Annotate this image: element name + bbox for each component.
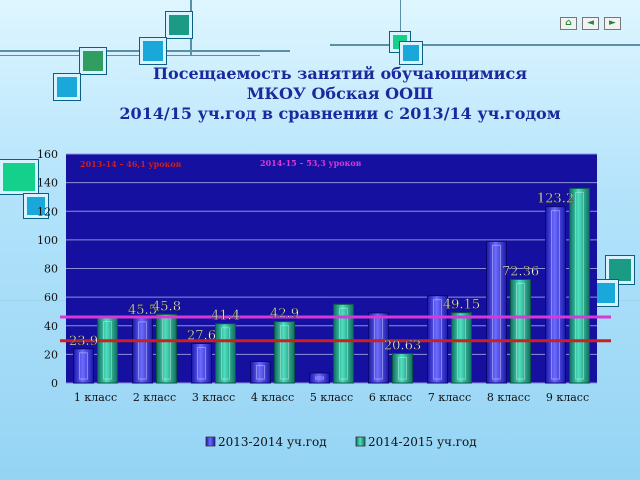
x-tick-label: 4 класс xyxy=(251,391,294,404)
data-label: 27.6 xyxy=(187,328,216,343)
data-label: 45.8 xyxy=(152,299,181,314)
bar-highlight xyxy=(256,365,265,380)
bar-2014-2015 xyxy=(451,312,472,384)
bar-2013-2014 xyxy=(191,342,212,384)
data-label: 49.15 xyxy=(443,298,480,313)
data-label: 123.2 xyxy=(537,192,574,207)
data-label: 23.9 xyxy=(69,334,98,349)
decor-square xyxy=(166,12,192,38)
decor-line xyxy=(400,0,401,45)
decor-square xyxy=(606,256,634,284)
title-line-3: 2014/15 уч.год в сравнении с 2013/14 уч.… xyxy=(119,104,561,123)
bar-highlight xyxy=(315,376,324,380)
next-button[interactable]: ► xyxy=(604,17,621,30)
y-tick-label: 60 xyxy=(44,291,58,304)
bar-2013-2014 xyxy=(486,240,507,384)
bar-2014-2015 xyxy=(274,321,295,384)
bar-highlight xyxy=(138,321,147,380)
bar-highlight xyxy=(575,191,584,380)
bar-2014-2015 xyxy=(510,278,531,384)
x-tick-label: 3 класс xyxy=(192,391,235,404)
decor-square xyxy=(400,42,422,64)
y-tick-label: 140 xyxy=(37,177,58,190)
decor-square xyxy=(0,160,38,194)
arrow-left-icon: ◄ xyxy=(587,18,594,28)
data-label: 41.4 xyxy=(211,309,240,324)
home-icon: ⌂ xyxy=(565,18,572,28)
x-tick-label: 8 класс xyxy=(487,391,530,404)
bar-highlight xyxy=(103,320,112,380)
y-tick-label: 0 xyxy=(51,377,58,390)
data-label: 72.36 xyxy=(502,264,539,279)
reference-label: 2014-15 – 53,3 уроков xyxy=(260,158,362,168)
legend-label: 2013-2014 уч.год xyxy=(218,435,327,449)
home-button[interactable]: ⌂ xyxy=(560,17,577,30)
bar-2013-2014 xyxy=(73,348,94,384)
bar-2014-2015 xyxy=(392,352,413,384)
x-tick-label: 2 класс xyxy=(133,391,176,404)
x-tick-label: 6 класс xyxy=(369,391,412,404)
bar-highlight xyxy=(339,307,348,380)
data-label: 20.63 xyxy=(384,338,421,353)
bar-2014-2015 xyxy=(156,313,177,384)
x-tick-label: 5 класс xyxy=(310,391,353,404)
bar-2014-2015 xyxy=(333,303,354,384)
y-tick-label: 20 xyxy=(44,348,58,361)
title-line-2: МКОУ Обская ООШ xyxy=(246,84,434,103)
bar-2013-2014 xyxy=(250,361,271,384)
bar-2014-2015 xyxy=(215,323,236,384)
decor-line xyxy=(0,55,260,56)
title-line-1: Посещаемость занятий обучающимися xyxy=(152,64,528,83)
y-tick-label: 100 xyxy=(37,234,58,247)
bar-highlight xyxy=(516,282,525,380)
y-tick-label: 80 xyxy=(44,263,58,276)
bar-2014-2015 xyxy=(569,187,590,384)
bar-2013-2014 xyxy=(309,372,330,384)
bar-highlight xyxy=(79,352,88,380)
bar-2013-2014 xyxy=(132,317,153,384)
data-label: 42.9 xyxy=(270,307,299,322)
decor-square xyxy=(54,74,80,100)
bar-2014-2015 xyxy=(97,316,118,384)
legend-label: 2014-2015 уч.год xyxy=(368,435,477,449)
bar-highlight xyxy=(221,327,230,380)
decor-line xyxy=(330,44,640,46)
reference-label: 2013-14 – 46,1 уроков xyxy=(80,159,182,169)
x-tick-label: 7 класс xyxy=(428,391,471,404)
x-tick-label: 9 класс xyxy=(546,391,589,404)
y-tick-label: 160 xyxy=(37,148,58,161)
bar-highlight xyxy=(492,244,501,380)
y-tick-label: 40 xyxy=(44,320,58,333)
y-tick-label: 120 xyxy=(37,205,58,218)
bar-highlight xyxy=(280,325,289,380)
decor-square xyxy=(80,48,106,74)
legend-swatch xyxy=(205,436,216,447)
bar-highlight xyxy=(551,210,560,380)
arrow-right-icon: ► xyxy=(609,18,616,28)
legend-swatch xyxy=(355,436,366,447)
bar-highlight xyxy=(398,356,407,380)
decor-square xyxy=(140,38,166,64)
x-tick-label: 1 класс xyxy=(74,391,117,404)
page-title: Посещаемость занятий обучающимися МКОУ О… xyxy=(80,64,600,124)
bar-2013-2014 xyxy=(545,206,566,384)
prev-button[interactable]: ◄ xyxy=(582,17,599,30)
decor-square xyxy=(24,194,48,218)
bar-2013-2014 xyxy=(368,312,389,384)
data-label: 45.5 xyxy=(128,303,157,318)
bar-highlight xyxy=(197,346,206,380)
